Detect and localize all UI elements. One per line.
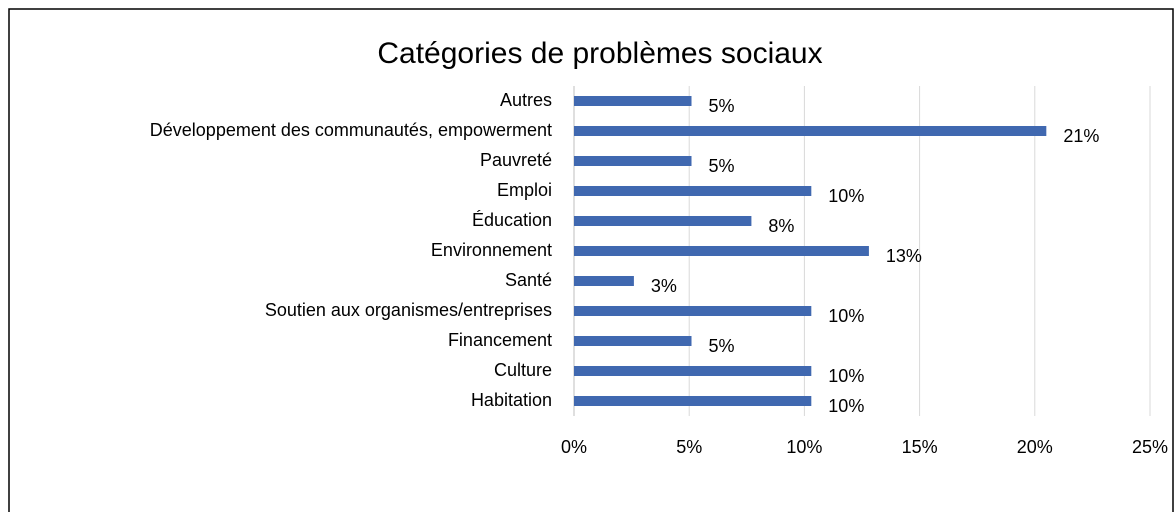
data-label: 10%: [828, 306, 864, 326]
data-label: 5%: [709, 156, 735, 176]
bar: [574, 366, 812, 376]
x-tick-label: 0%: [561, 437, 587, 457]
chart-frame: [8, 8, 1174, 512]
data-label: 3%: [651, 276, 677, 296]
y-tick-label: Pauvreté: [480, 150, 552, 170]
bar: [574, 126, 1047, 136]
data-label: 13%: [886, 246, 922, 266]
bar: [574, 306, 812, 316]
data-label: 10%: [828, 396, 864, 416]
y-tick-label: Emploi: [497, 180, 552, 200]
y-tick-label: Développement des communautés, empowerme…: [150, 120, 552, 140]
chart-title: Catégories de problèmes sociaux: [377, 37, 822, 70]
x-tick-label: 10%: [786, 437, 822, 457]
x-tick-label: 25%: [1132, 437, 1168, 457]
data-label: 8%: [768, 216, 794, 236]
bar: [574, 156, 692, 166]
data-label: 10%: [828, 366, 864, 386]
x-tick-label: 15%: [902, 437, 938, 457]
y-tick-label: Autres: [500, 90, 552, 110]
y-tick-label: Soutien aux organismes/entreprises: [265, 300, 552, 320]
bar: [574, 216, 752, 226]
bar: [574, 336, 692, 346]
bar: [574, 246, 869, 256]
y-tick-label: Habitation: [471, 390, 552, 410]
y-tick-label: Environnement: [431, 240, 552, 260]
bar: [574, 186, 812, 196]
data-label: 5%: [709, 96, 735, 116]
x-tick-label: 5%: [676, 437, 702, 457]
y-tick-label: Culture: [494, 360, 552, 380]
y-tick-label: Éducation: [472, 210, 552, 230]
y-tick-label: Financement: [448, 330, 552, 350]
y-tick-label: Santé: [505, 270, 552, 290]
data-label: 10%: [828, 186, 864, 206]
data-label: 5%: [709, 336, 735, 356]
bar: [574, 96, 692, 106]
x-tick-label: 20%: [1017, 437, 1053, 457]
data-label: 21%: [1063, 126, 1099, 146]
bar: [574, 276, 634, 286]
bar: [574, 396, 812, 406]
